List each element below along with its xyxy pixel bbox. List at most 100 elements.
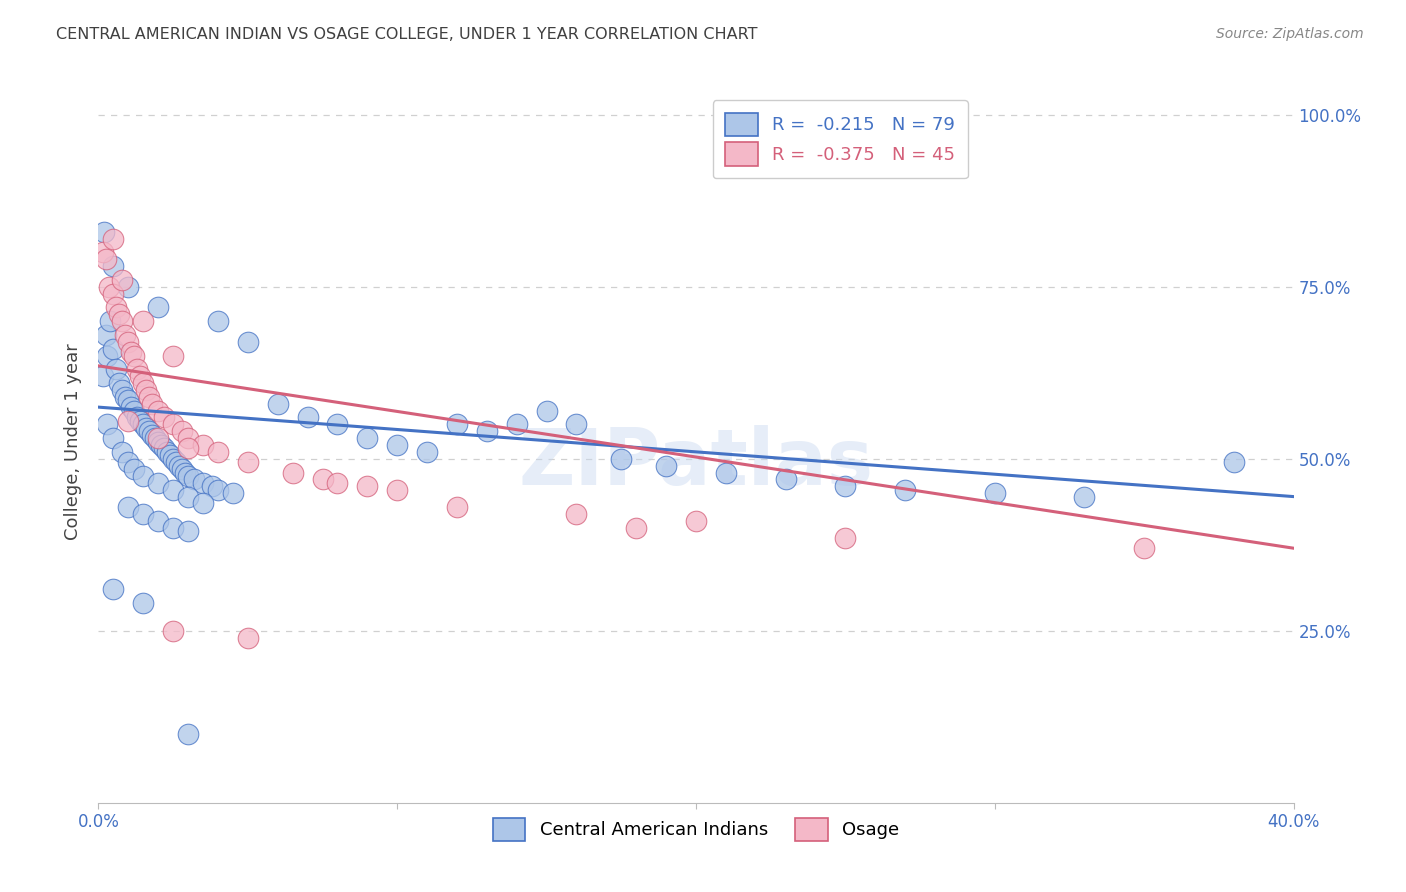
Point: [183, 472, 205, 486]
Point: [356, 431, 378, 445]
Point: [132, 376, 155, 390]
Point: [177, 442, 200, 456]
Point: [311, 472, 333, 486]
Point: [222, 486, 245, 500]
Point: [191, 496, 214, 510]
Point: [162, 451, 184, 466]
Point: [236, 334, 259, 349]
Point: [1133, 541, 1156, 556]
Point: [236, 631, 259, 645]
Point: [114, 390, 136, 404]
Point: [135, 421, 157, 435]
Point: [132, 596, 155, 610]
Point: [103, 342, 125, 356]
Point: [834, 531, 856, 545]
Point: [141, 427, 163, 442]
Point: [117, 393, 139, 408]
Point: [191, 475, 214, 490]
Point: [111, 273, 134, 287]
Point: [129, 414, 152, 428]
Point: [1073, 490, 1095, 504]
Point: [97, 279, 120, 293]
Text: Source: ZipAtlas.com: Source: ZipAtlas.com: [1216, 27, 1364, 41]
Y-axis label: College, Under 1 year: College, Under 1 year: [65, 343, 83, 540]
Point: [177, 524, 200, 538]
Point: [177, 490, 200, 504]
Point: [117, 500, 139, 514]
Point: [94, 252, 117, 267]
Point: [267, 397, 290, 411]
Point: [111, 314, 134, 328]
Point: [150, 438, 173, 452]
Point: [162, 349, 184, 363]
Point: [117, 414, 139, 428]
Point: [143, 431, 166, 445]
Point: [153, 410, 176, 425]
Point: [156, 445, 179, 459]
Point: [475, 424, 498, 438]
Point: [207, 445, 229, 459]
Point: [91, 369, 114, 384]
Point: [177, 431, 200, 445]
Point: [165, 455, 187, 469]
Point: [207, 314, 229, 328]
Point: [111, 383, 134, 397]
Point: [281, 466, 304, 480]
Point: [132, 314, 155, 328]
Point: [105, 362, 128, 376]
Point: [103, 582, 125, 597]
Point: [124, 462, 146, 476]
Point: [984, 486, 1007, 500]
Point: [127, 362, 149, 376]
Point: [94, 327, 117, 342]
Point: [103, 259, 125, 273]
Point: [124, 349, 146, 363]
Point: [446, 500, 468, 514]
Point: [108, 376, 131, 390]
Point: [685, 514, 707, 528]
Point: [108, 307, 131, 321]
Point: [153, 442, 176, 456]
Point: [191, 438, 214, 452]
Point: [132, 469, 155, 483]
Point: [626, 520, 648, 534]
Point: [834, 479, 856, 493]
Point: [162, 624, 184, 638]
Point: [172, 462, 194, 476]
Point: [714, 466, 737, 480]
Point: [565, 507, 588, 521]
Point: [132, 507, 155, 521]
Legend: Central American Indians, Osage: Central American Indians, Osage: [485, 810, 907, 848]
Text: CENTRAL AMERICAN INDIAN VS OSAGE COLLEGE, UNDER 1 YEAR CORRELATION CHART: CENTRAL AMERICAN INDIAN VS OSAGE COLLEGE…: [56, 27, 758, 42]
Point: [201, 479, 224, 493]
Point: [120, 400, 142, 414]
Point: [610, 451, 633, 466]
Point: [207, 483, 229, 497]
Point: [105, 301, 128, 315]
Point: [172, 424, 194, 438]
Point: [177, 727, 200, 741]
Point: [506, 417, 529, 432]
Point: [356, 479, 378, 493]
Point: [98, 314, 122, 328]
Point: [446, 417, 468, 432]
Point: [655, 458, 678, 473]
Point: [127, 410, 149, 425]
Point: [138, 390, 160, 404]
Point: [129, 369, 152, 384]
Point: [162, 417, 184, 432]
Point: [138, 424, 160, 438]
Point: [177, 469, 200, 483]
Point: [236, 455, 259, 469]
Point: [565, 417, 588, 432]
Point: [103, 431, 125, 445]
Point: [103, 231, 125, 245]
Point: [117, 334, 139, 349]
Point: [124, 403, 146, 417]
Point: [111, 445, 134, 459]
Point: [132, 417, 155, 432]
Point: [894, 483, 917, 497]
Point: [96, 349, 118, 363]
Point: [135, 383, 157, 397]
Point: [385, 483, 409, 497]
